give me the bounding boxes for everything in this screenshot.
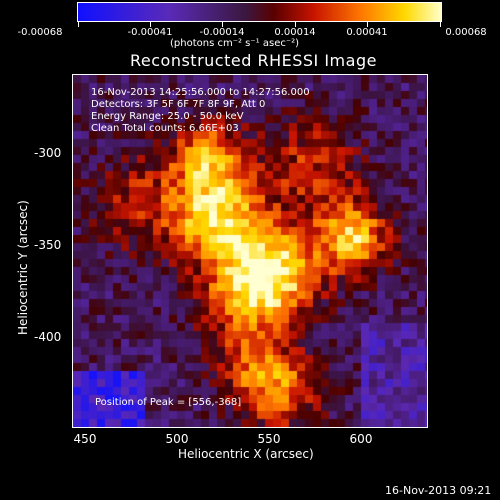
x-axis-label: Heliocentric X (arcsec) xyxy=(178,447,314,461)
colorbar-label: 0.00068 xyxy=(445,27,487,38)
energy-range-label: Energy Range: 25.0 - 50.0 keV xyxy=(91,111,244,122)
colorbar-label: 0.00041 xyxy=(346,27,388,38)
colorbar-label: 0.00014 xyxy=(274,27,316,38)
x-tick-label: 450 xyxy=(73,432,97,446)
peak-position-label: Position of Peak = [556,-368] xyxy=(95,397,242,408)
colorbar-tick xyxy=(295,22,296,27)
colorbar-tick xyxy=(222,22,223,27)
x-tick-label: 500 xyxy=(165,432,189,446)
clean-counts-label: Clean Total counts: 6.66E+03 xyxy=(91,123,239,134)
image-plot: 16-Nov-2013 14:25:56.000 to 14:27:56.000… xyxy=(72,74,428,428)
colorbar-units: (photons cm⁻² s⁻¹ asec⁻²) xyxy=(170,38,300,49)
colorbar-tick xyxy=(440,22,441,27)
detectors-label: Detectors: 3F 5F 6F 7F 8F 9F, Att 0 xyxy=(91,99,266,110)
y-tick-label: -350 xyxy=(34,238,62,252)
heatmap-image xyxy=(73,75,427,427)
x-tick-label: 550 xyxy=(257,432,281,446)
y-axis-label: Heliocentric Y (arcsec) xyxy=(16,200,30,335)
colorbar-tick xyxy=(367,22,368,27)
colorbar xyxy=(77,2,442,22)
y-tick-label: -400 xyxy=(34,330,62,344)
colorbar-label: -0.00014 xyxy=(199,27,245,38)
colorbar-label: -0.00041 xyxy=(127,27,173,38)
x-tick-label: 600 xyxy=(349,432,373,446)
timestamp: 16-Nov-2013 09:21 xyxy=(385,484,492,497)
image-title: Reconstructed RHESSI Image xyxy=(130,51,377,70)
time-range-label: 16-Nov-2013 14:25:56.000 to 14:27:56.000 xyxy=(91,87,310,98)
y-tick-label: -300 xyxy=(34,146,62,160)
colorbar-tick xyxy=(150,22,151,27)
colorbar-tick xyxy=(78,22,79,27)
colorbar-label: -0.00068 xyxy=(17,27,63,38)
